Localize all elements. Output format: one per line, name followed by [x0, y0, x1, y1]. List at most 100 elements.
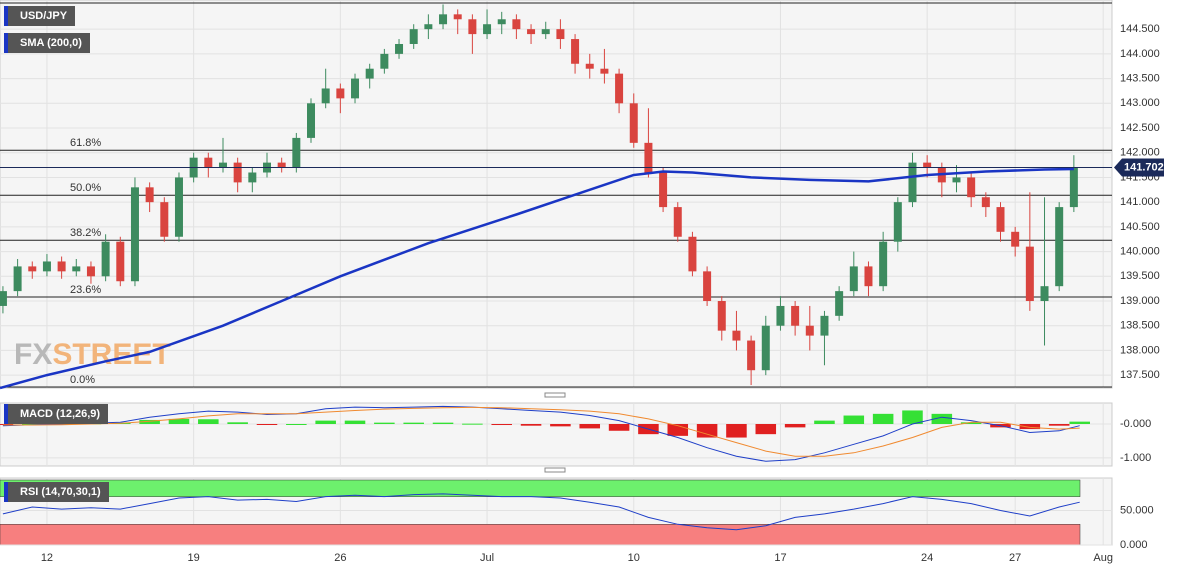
- candle-body: [453, 14, 462, 20]
- candle-body: [805, 325, 814, 336]
- candle-body: [321, 88, 330, 104]
- panel-handle: [544, 392, 566, 398]
- candle-body: [864, 266, 873, 287]
- candle-body: [673, 207, 682, 237]
- macd-histogram-bar: [432, 422, 454, 424]
- y-tick-label: 143.000: [1120, 97, 1160, 109]
- candle-body: [130, 187, 139, 282]
- candle-body: [893, 202, 902, 242]
- macd-histogram-bar: [902, 410, 923, 424]
- candle-body: [1069, 167, 1078, 208]
- candle-body: [996, 207, 1005, 232]
- macd-histogram-bar: [1019, 424, 1041, 430]
- y-tick-label: 142.000: [1120, 147, 1160, 159]
- panel-handle: [544, 467, 566, 473]
- candle-body: [160, 202, 169, 237]
- candle-body: [1011, 231, 1020, 247]
- macd-histogram-bar: [843, 415, 865, 424]
- y-tick-label: 50.000: [1120, 504, 1154, 516]
- candle-body: [218, 162, 227, 168]
- candle-body: [967, 177, 976, 198]
- macd-histogram-bar: [168, 418, 190, 424]
- macd-histogram-bar: [814, 420, 835, 424]
- x-tick-label: Aug: [1093, 552, 1113, 564]
- y-tick-label: 144.500: [1120, 23, 1160, 35]
- y-tick-label: 140.000: [1120, 245, 1160, 257]
- candle-body: [86, 266, 95, 277]
- watermark-street: STREET: [52, 338, 170, 371]
- macd-histogram-bar: [872, 413, 894, 424]
- candle-body: [1040, 286, 1049, 302]
- candle-body: [336, 88, 345, 99]
- y-tick-label: 138.000: [1120, 344, 1160, 356]
- candle-body: [174, 177, 183, 237]
- macd-histogram-bar: [667, 424, 689, 436]
- candle-body: [879, 241, 888, 287]
- macd-histogram-bar: [286, 424, 307, 425]
- last-price-label: 141.702: [1124, 161, 1164, 173]
- candle-body: [644, 142, 653, 173]
- y-tick-label: -1.000: [1120, 452, 1151, 464]
- macd-histogram-bar: [696, 424, 718, 438]
- x-tick-label: 17: [774, 552, 786, 564]
- candle-body: [849, 266, 858, 292]
- candle-body: [248, 172, 257, 183]
- y-tick-label: -0.000: [1120, 418, 1151, 430]
- candle-body: [1025, 246, 1034, 302]
- fibonacci-label: 50.0%: [70, 182, 101, 194]
- candle-body: [409, 29, 418, 44]
- candle-body: [1055, 207, 1064, 287]
- y-tick-label: 139.000: [1120, 295, 1160, 307]
- macd-histogram-bar: [960, 422, 982, 424]
- x-tick-label: 26: [334, 552, 346, 564]
- macd-histogram-bar: [550, 424, 571, 427]
- candle-body: [908, 162, 917, 203]
- fibonacci-label: 23.6%: [70, 284, 101, 296]
- candle-body: [439, 14, 448, 25]
- y-tick-label: 139.500: [1120, 270, 1160, 282]
- fibonacci-label: 38.2%: [70, 227, 101, 239]
- candle-body: [659, 172, 668, 208]
- candle-body: [791, 305, 800, 326]
- rsi-oversold-band: [0, 524, 1081, 546]
- candle-body: [615, 73, 624, 104]
- candle-body: [380, 53, 389, 69]
- macd-histogram-bar: [726, 424, 747, 438]
- y-tick-label: 138.500: [1120, 320, 1160, 332]
- candle-body: [57, 261, 66, 272]
- macd-histogram-bar: [198, 419, 219, 424]
- candle-body: [292, 137, 301, 168]
- candle-body: [541, 29, 550, 35]
- candle-body: [512, 19, 521, 30]
- candle-body: [703, 271, 712, 302]
- candle-body: [585, 63, 594, 69]
- watermark: FXSTREET: [14, 338, 171, 371]
- macd-histogram-bar: [22, 423, 43, 425]
- panel-background: [0, 0, 1113, 389]
- candle-body: [776, 305, 785, 326]
- candle-body: [307, 103, 316, 138]
- candle-body: [233, 162, 242, 183]
- candle-body: [42, 261, 51, 272]
- macd-line: [2, 406, 1080, 457]
- candle-body: [747, 340, 756, 371]
- x-tick-label: 19: [188, 552, 200, 564]
- candle-body: [101, 241, 110, 277]
- rsi-legend: RSI (14,70,30,1): [4, 482, 109, 502]
- candle-body: [468, 19, 477, 35]
- macd-histogram-bar: [344, 420, 366, 424]
- x-tick-label: 10: [628, 552, 640, 564]
- candle-body: [981, 197, 990, 208]
- macd-histogram-bar: [931, 413, 953, 424]
- macd-histogram-bar: [256, 424, 278, 425]
- candle-body: [600, 68, 609, 74]
- candle-body: [629, 103, 638, 143]
- candle-body: [28, 266, 37, 272]
- candle-body: [556, 29, 565, 40]
- candle-body: [497, 19, 506, 25]
- candle-body: [116, 241, 125, 282]
- candle-body: [688, 236, 697, 272]
- macd-line: [2, 405, 1080, 462]
- candle-body: [717, 301, 726, 331]
